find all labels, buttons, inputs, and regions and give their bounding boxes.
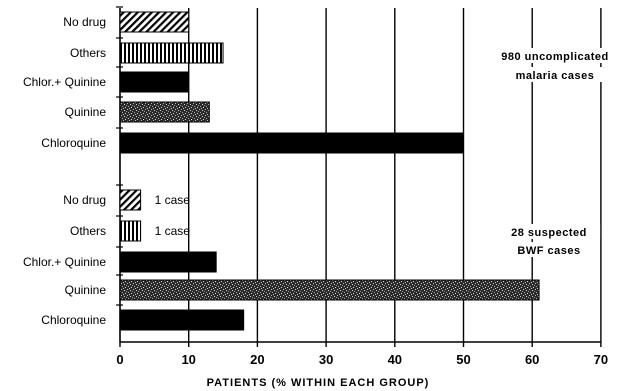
x-tick-label-0: 0 <box>116 352 123 367</box>
category-labels: No drug Others Chlor.+ Quinine Quinine Chlor… <box>23 15 190 327</box>
category-label: Quinine <box>65 105 107 119</box>
category-label: Chloroquine <box>41 136 106 150</box>
group-note-line: malaria cases <box>516 70 595 82</box>
bar-group2-quinine <box>119 279 540 301</box>
category-label: Chlor.+ Quinine <box>23 255 106 269</box>
x-tick-label-20: 20 <box>250 352 264 367</box>
x-tick-label-30: 30 <box>319 352 333 367</box>
x-tick-label-40: 40 <box>388 352 402 367</box>
group-notes: 980 uncomplicated malaria cases 28 suspect… <box>485 48 625 257</box>
note-backdrop <box>497 224 601 239</box>
axes: 0 10 20 30 40 50 60 70 <box>116 6 608 367</box>
bar-group2-chlor-quinine <box>119 251 217 273</box>
bar-group1-chloroquine <box>119 132 464 154</box>
category-label: No drug <box>63 15 106 29</box>
category-label: Others <box>70 224 106 238</box>
note-backdrop <box>509 242 589 257</box>
note-backdrop <box>503 67 607 82</box>
bar-group1-quinine <box>119 101 210 123</box>
note-backdrop <box>485 48 625 63</box>
group-note-line: 980 uncomplicated <box>501 51 609 63</box>
category-label: Chlor.+ Quinine <box>23 75 106 89</box>
category-label: Others <box>70 46 106 60</box>
category-label: Quinine <box>65 283 107 297</box>
group-note-line: BWF cases <box>517 245 580 257</box>
x-axis-title: PATIENTS (% WITHIN EACH GROUP) <box>207 377 430 389</box>
x-tick-label-60: 60 <box>525 352 539 367</box>
group-note-line: 28 suspected <box>511 227 587 239</box>
x-tick-label-10: 10 <box>181 352 195 367</box>
bar-group1-others <box>119 42 224 64</box>
bars <box>119 11 540 331</box>
bar-group2-no-drug <box>119 189 142 211</box>
bar-annotation: 1 case <box>155 224 191 238</box>
gridlines <box>187 8 602 342</box>
bar-group1-chlor-quinine <box>119 71 190 93</box>
bar-group1-no-drug <box>119 11 190 33</box>
category-label: No drug <box>63 193 106 207</box>
category-label: Chloroquine <box>41 313 106 327</box>
bar-group2-others <box>119 220 142 242</box>
x-tick-label-50: 50 <box>456 352 470 367</box>
x-tick-label-70: 70 <box>594 352 608 367</box>
bar-annotation: 1 case <box>155 193 191 207</box>
bar-group2-chloroquine <box>119 309 245 331</box>
